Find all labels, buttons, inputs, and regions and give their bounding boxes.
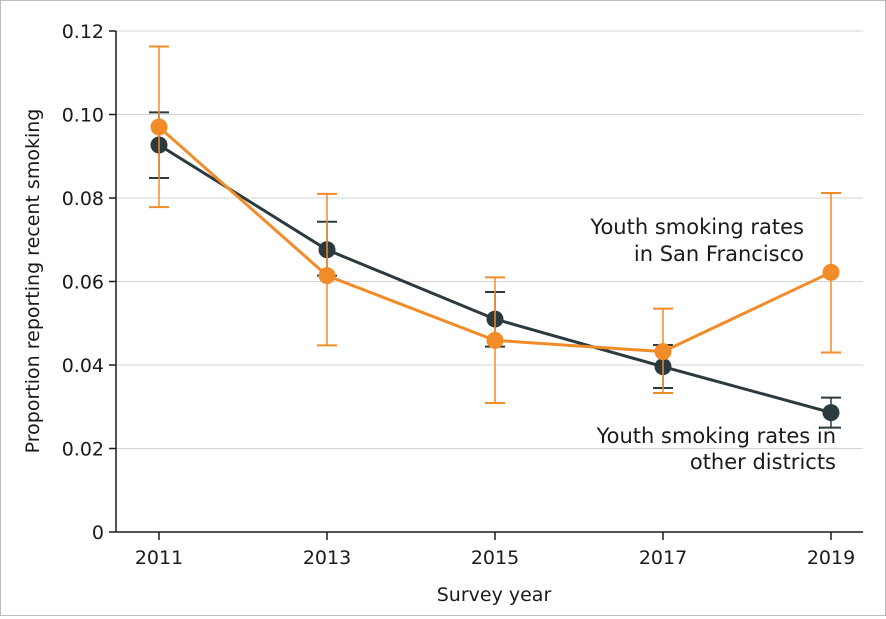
series-label-sf-line2: in San Francisco (634, 242, 804, 266)
data-point (486, 331, 504, 349)
x-tick-label: 2013 (303, 547, 351, 569)
data-point (150, 118, 168, 136)
y-tick-label: 0 (92, 522, 104, 544)
data-point (822, 263, 840, 281)
y-axis-label: Proportion reporting recent smoking (22, 109, 44, 454)
x-axis-label: Survey year (437, 584, 552, 606)
data-point (318, 267, 336, 285)
y-ticks: 0 0.02 0.04 0.06 0.08 0.10 0.12 (62, 21, 116, 544)
y-tick-label: 0.08 (62, 188, 104, 210)
series-label-sf-line1: Youth smoking rates (589, 215, 804, 239)
y-tick-label: 0.02 (62, 439, 104, 461)
y-tick-label: 0.06 (62, 272, 104, 294)
y-tick-label: 0.10 (62, 105, 104, 127)
y-tick-label: 0.04 (62, 355, 104, 377)
x-tick-label: 2019 (807, 547, 855, 569)
x-ticks: 2011 2013 2015 2017 2019 (135, 532, 855, 569)
x-tick-label: 2015 (471, 547, 519, 569)
series-label-other-line1: Youth smoking rates in (596, 424, 836, 448)
grid-lines (116, 30, 863, 449)
x-tick-label: 2011 (135, 547, 183, 569)
y-tick-label: 0.12 (62, 21, 104, 43)
data-point (654, 343, 672, 361)
series-label-other-line2: other districts (690, 450, 836, 474)
x-tick-label: 2017 (639, 547, 687, 569)
data-point (822, 404, 840, 422)
series (149, 45, 841, 429)
series-san-francisco (149, 45, 841, 404)
